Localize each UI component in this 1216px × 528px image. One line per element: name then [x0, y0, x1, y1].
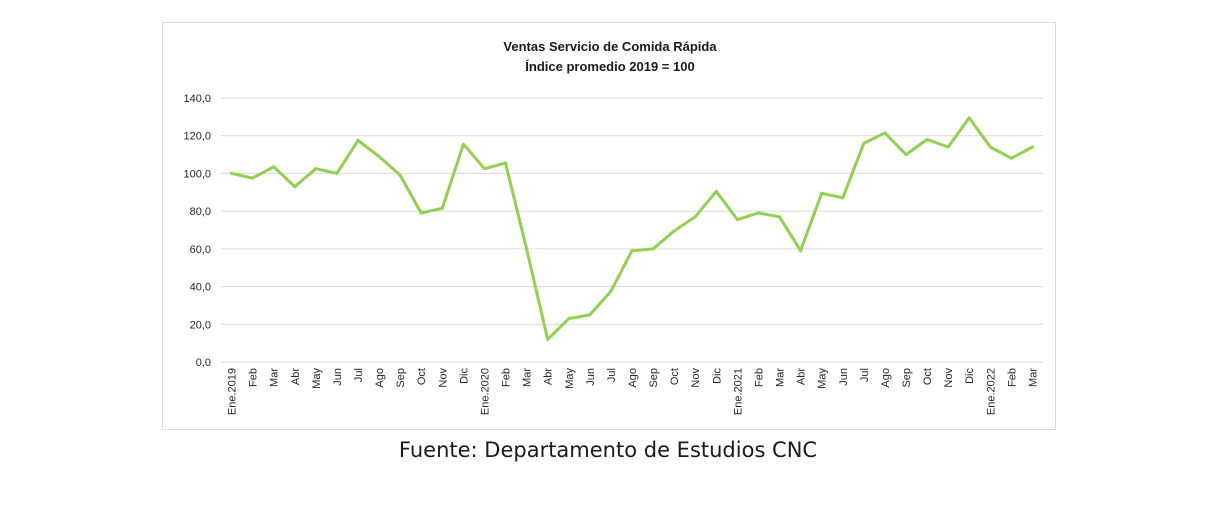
x-tick-label: Sep: [648, 368, 660, 388]
data-point: [398, 173, 402, 177]
line-chart: Ventas Servicio de Comida Rápida Índice …: [183, 39, 1043, 416]
y-tick-label: 140,0: [183, 93, 211, 105]
data-point: [946, 145, 950, 149]
x-tick-label: Feb: [753, 368, 765, 387]
x-tick-label: Mar: [775, 368, 787, 387]
chart-title: Ventas Servicio de Comida Rápida: [503, 39, 717, 54]
x-axis-ticks: Ene.2019 Feb Mar Abr May Jun Jul Ago Sep Oct Nov Di…: [227, 368, 1040, 416]
x-tick-label: Ene.2022: [985, 368, 997, 415]
data-point: [377, 154, 381, 158]
data-point: [651, 247, 655, 251]
x-tick-label: Sep: [901, 368, 913, 388]
data-point: [609, 289, 613, 293]
y-tick-label: 40,0: [190, 282, 211, 294]
y-tick-label: 60,0: [190, 244, 211, 256]
chart-frame: Ventas Servicio de Comida Rápida Índice …: [162, 22, 1056, 430]
data-point: [419, 211, 423, 215]
data-point: [588, 313, 592, 317]
source-note: Fuente: Departamento de Estudios CNC: [398, 438, 818, 462]
data-point: [672, 229, 676, 233]
data-point: [735, 218, 739, 222]
x-tick-label: Feb: [1006, 368, 1018, 387]
x-tick-label: Jul: [353, 368, 365, 382]
data-point: [230, 171, 234, 175]
x-tick-label: May: [564, 368, 576, 389]
data-point: [714, 189, 718, 193]
y-tick-label: 0,0: [196, 357, 211, 369]
x-tick-label: Jun: [585, 368, 597, 386]
data-point: [778, 215, 782, 219]
x-tick-label: Abr: [543, 368, 555, 385]
x-tick-label: Nov: [437, 368, 449, 388]
x-tick-label: Sep: [395, 368, 407, 388]
x-tick-label: Oct: [922, 368, 934, 385]
data-point: [272, 165, 276, 169]
x-tick-label: Ene.2021: [732, 368, 744, 415]
x-tick-label: Jul: [859, 368, 871, 382]
data-point: [335, 171, 339, 175]
data-point: [1030, 145, 1034, 149]
x-tick-label: Feb: [248, 368, 260, 387]
data-point: [630, 249, 634, 253]
data-point: [967, 116, 971, 120]
y-tick-label: 120,0: [183, 131, 211, 143]
x-tick-label: Ago: [374, 368, 386, 388]
data-point: [988, 145, 992, 149]
x-tick-label: Oct: [416, 368, 428, 385]
data-point: [546, 337, 550, 341]
x-tick-label: Jun: [332, 368, 344, 386]
x-tick-label: Jul: [606, 368, 618, 382]
data-point: [799, 249, 803, 253]
y-tick-label: 80,0: [190, 206, 211, 218]
x-tick-label: Dic: [458, 368, 470, 384]
x-tick-label: Dic: [964, 368, 976, 384]
data-point: [504, 161, 508, 165]
data-point: [567, 317, 571, 321]
x-tick-label: May: [817, 368, 829, 389]
data-point: [1009, 156, 1013, 160]
data-point: [356, 138, 360, 142]
data-point: [756, 211, 760, 215]
x-tick-label: Feb: [501, 368, 513, 387]
data-point: [904, 153, 908, 157]
data-point: [820, 191, 824, 195]
x-tick-label: Oct: [669, 368, 681, 385]
data-point: [482, 167, 486, 171]
x-tick-label: Mar: [1027, 368, 1039, 387]
data-point: [693, 215, 697, 219]
x-tick-label: Abr: [796, 368, 808, 385]
data-point: [862, 141, 866, 145]
x-tick-label: Abr: [290, 368, 302, 385]
x-tick-label: Mar: [269, 368, 281, 387]
x-tick-label: Ene.2019: [227, 368, 239, 415]
data-point: [314, 167, 318, 171]
x-tick-label: May: [311, 368, 323, 389]
data-point: [293, 185, 297, 189]
y-tick-label: 100,0: [183, 168, 211, 180]
gridlines: [221, 97, 1043, 363]
x-tick-label: Nov: [943, 368, 955, 388]
chart-subtitle: Índice promedio 2019 = 100: [525, 59, 694, 74]
data-point: [925, 137, 929, 141]
data-point: [440, 206, 444, 210]
x-tick-label: Mar: [522, 368, 534, 387]
x-tick-label: Jun: [838, 368, 850, 386]
x-tick-label: Nov: [690, 368, 702, 388]
series-line: [230, 116, 1034, 341]
x-tick-label: Dic: [711, 368, 723, 384]
data-point: [525, 247, 529, 251]
x-tick-label: Ago: [627, 368, 639, 388]
series-layer: [230, 116, 1034, 341]
x-tick-label: Ene.2020: [479, 368, 491, 415]
x-tick-label: Ago: [880, 368, 892, 388]
data-point: [883, 131, 887, 135]
data-point: [251, 176, 255, 180]
data-point: [461, 142, 465, 146]
y-tick-label: 20,0: [190, 319, 211, 331]
y-axis-ticks: 0,0 20,0 40,0 60,0 80,0 100,0 120,0 140,0: [183, 93, 211, 369]
data-point: [841, 196, 845, 200]
